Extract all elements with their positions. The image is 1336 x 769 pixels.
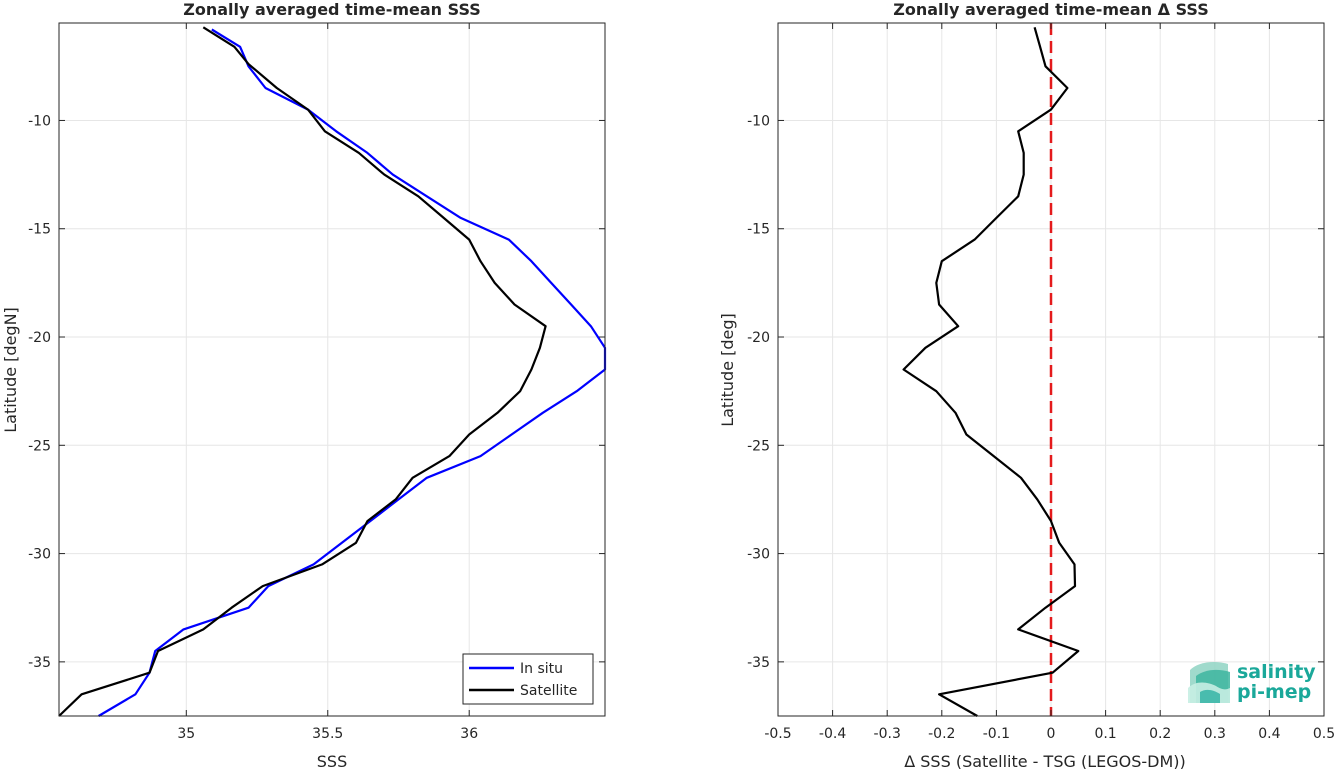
left-series-line-satellite (58, 26, 547, 717)
right-ytick-label: -35 (747, 655, 770, 671)
right-xtick-label: -0.3 (874, 726, 901, 742)
left-ytick-label: -30 (28, 547, 51, 563)
right-xtick-label: -0.2 (928, 726, 955, 742)
right-xtick-label: -0.5 (764, 726, 791, 742)
left-xtick-label: 36 (460, 726, 478, 742)
legend: In situ Satellite (462, 653, 594, 705)
logo-wave-icon (1188, 662, 1230, 703)
logo-line2: pi-mep (1237, 681, 1311, 703)
left-panel: 35 35.5 36 -35 -30 -25 -20 -15 -10 Zonally avera… (1, 0, 607, 769)
right-ylabel: Latitude [deg] (718, 313, 737, 427)
right-ytick-label: -15 (747, 222, 770, 238)
right-xtick-label: 0.1 (1094, 726, 1116, 742)
left-xtick-label: 35.5 (312, 726, 343, 742)
left-ytick-label: -25 (28, 438, 51, 454)
salinity-pi-mep-logo: salinity pi-mep (1188, 661, 1316, 703)
right-ytick-label: -25 (747, 438, 770, 454)
legend-box (462, 653, 594, 705)
right-xlabel: Δ SSS (Satellite - TSG (LEGOS-DM)) (904, 752, 1186, 769)
right-xtick-label: 0 (1047, 726, 1056, 742)
left-axes-box (58, 22, 606, 717)
right-xtick-label: 0.4 (1258, 726, 1280, 742)
left-ylabel: Latitude [degN] (1, 307, 20, 433)
left-ytick-label: -20 (28, 330, 51, 346)
right-xtick-label: -0.4 (819, 726, 846, 742)
right-ytick-label: -30 (747, 547, 770, 563)
left-ticks: 35 35.5 36 -35 -30 -25 -20 -15 -10 (28, 23, 605, 742)
left-xtick-label: 35 (177, 726, 195, 742)
right-xtick-label: 0.3 (1204, 726, 1226, 742)
right-xtick-label: 0.2 (1149, 726, 1171, 742)
legend-label-in-situ: In situ (520, 661, 563, 677)
right-ticks: -0.5 -0.4 -0.3 -0.2 -0.1 0 0.1 0.2 0.3 0.4 0.5 -35 -… (747, 23, 1335, 742)
left-title: Zonally averaged time-mean SSS (183, 0, 481, 19)
left-grid (59, 23, 605, 716)
right-ytick-label: -10 (747, 113, 770, 129)
right-xtick-label: -0.1 (983, 726, 1010, 742)
left-ytick-label: -35 (28, 655, 51, 671)
right-series (902, 27, 1080, 717)
logo-line1: salinity (1237, 661, 1316, 683)
right-title: Zonally averaged time-mean Δ SSS (893, 0, 1209, 19)
right-series-line-0 (902, 27, 1080, 717)
right-xtick-label: 0.5 (1313, 726, 1335, 742)
legend-label-satellite: Satellite (520, 683, 577, 699)
right-panel: -0.5 -0.4 -0.3 -0.2 -0.1 0 0.1 0.2 0.3 0.4 0.5 -35 -… (718, 0, 1335, 769)
left-ytick-label: -15 (28, 222, 51, 238)
left-xlabel: SSS (317, 752, 347, 769)
right-ytick-label: -20 (747, 330, 770, 346)
left-ytick-label: -10 (28, 113, 51, 129)
